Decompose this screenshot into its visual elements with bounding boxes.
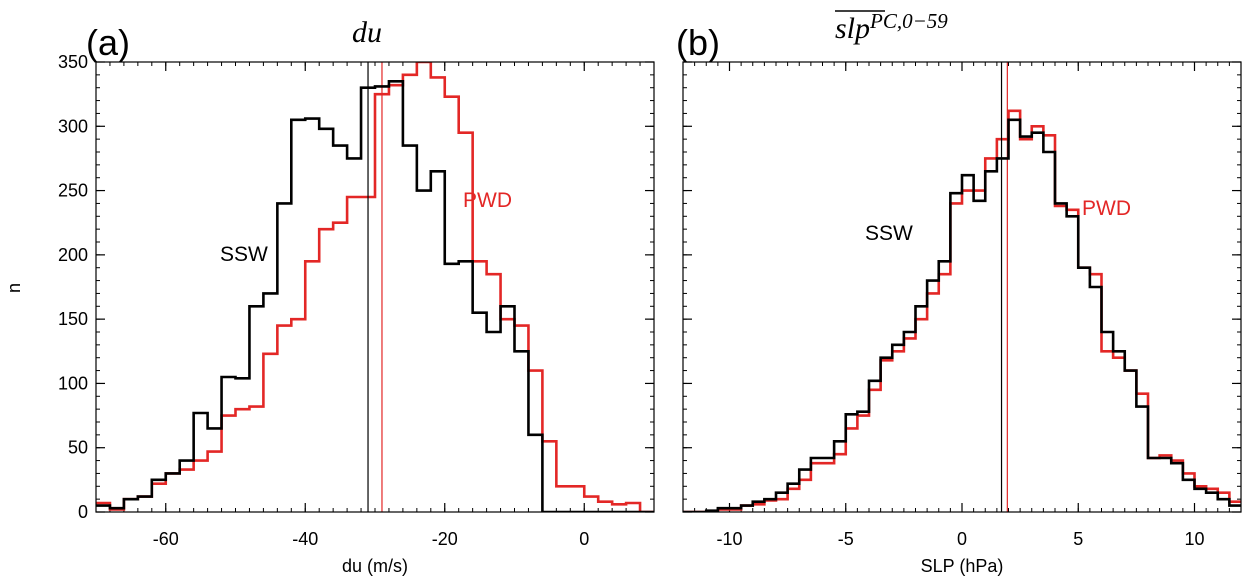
y-tick-label: 350	[58, 52, 88, 72]
panel-a-frame	[95, 61, 655, 513]
x-tick-label: 10	[1184, 529, 1204, 549]
panel-a-title: du	[352, 16, 382, 49]
x-tick-label: -60	[153, 529, 179, 549]
panel-b-series	[683, 62, 1241, 512]
y-tick-label: 250	[58, 181, 88, 201]
x-tick-label: 5	[1073, 529, 1083, 549]
panel-b-title-main: slp	[835, 12, 870, 45]
panel-b-pwd-histogram	[683, 109, 1241, 512]
x-tick-label: 0	[579, 529, 589, 549]
y-tick-label: 150	[58, 309, 88, 329]
panel-a-ssw-label: SSW	[220, 243, 268, 266]
panel-b-xlabel: SLP (hPa)	[921, 556, 1004, 576]
panel-b: (b) slpPC,0−59 -10 -5 0 5 10 SLP (hPa) SSW P…	[676, 9, 1242, 576]
panel-a-xlabel: du (m/s)	[342, 556, 408, 576]
y-tick-label: 50	[68, 438, 88, 458]
panel-a-pwd-histogram	[96, 62, 654, 512]
y-tick-label: 300	[58, 116, 88, 136]
panel-a-plot-area	[96, 62, 654, 512]
panel-a-pwd-label: PWD	[463, 189, 512, 212]
panel-b-pwd-label: PWD	[1082, 197, 1131, 220]
panel-a-ylabel: n	[4, 283, 24, 293]
panel-b-frame	[682, 61, 1242, 513]
x-tick-label: -5	[838, 529, 854, 549]
panel-b-title-sup: PC,0−59	[869, 9, 948, 33]
panel-b-ssw-histogram	[683, 118, 1241, 512]
x-tick-label: 0	[957, 529, 967, 549]
x-tick-label: -10	[716, 529, 742, 549]
y-tick-label: 100	[58, 373, 88, 393]
y-tick-label: 200	[58, 245, 88, 265]
x-tick-label: -20	[432, 529, 458, 549]
panel-a-ticks: -60 -40 -20 0 0 50 100 150 200 250 300 350	[58, 52, 655, 549]
panel-a-series	[96, 62, 654, 512]
panel-b-ticks: -10 -5 0 5 10	[682, 61, 1242, 549]
x-tick-label: -40	[292, 529, 318, 549]
panel-a-ssw-histogram	[96, 79, 654, 512]
panel-b-ssw-label: SSW	[865, 222, 913, 245]
panel-a-letter: (a)	[86, 22, 130, 63]
panel-b-title: slpPC,0−59	[835, 9, 948, 45]
panel-a: (a) du -60 -40 -20 0 0 50 100 150 200 250 300 350 d…	[4, 16, 655, 576]
panel-b-letter: (b)	[676, 22, 720, 63]
panel-b-plot-area	[683, 62, 1241, 512]
y-tick-label: 0	[78, 502, 88, 522]
